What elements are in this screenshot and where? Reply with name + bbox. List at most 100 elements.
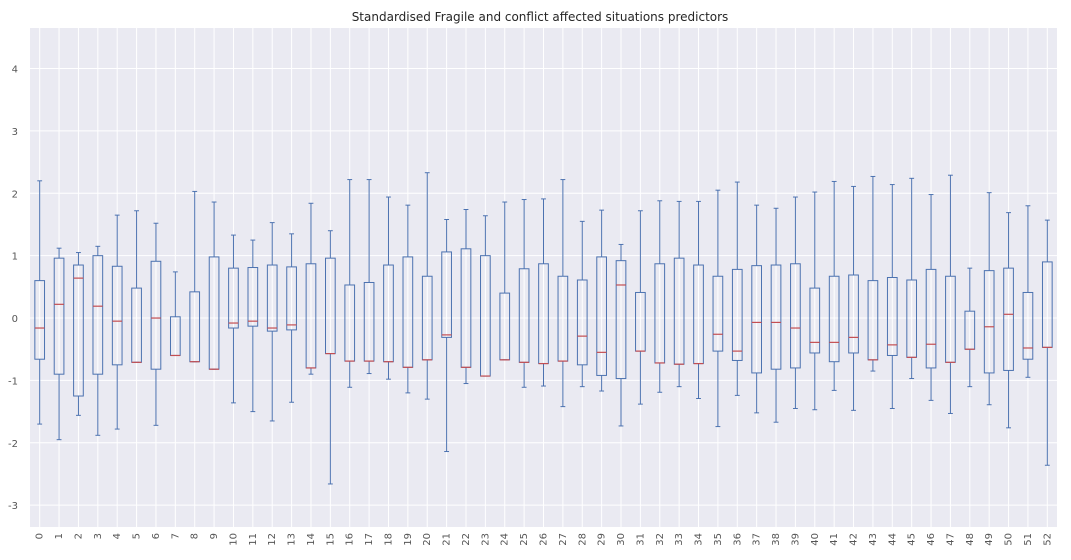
- iqr-box: [111, 265, 123, 366]
- y-tick-label: 4: [12, 65, 18, 76]
- box-39: [790, 196, 801, 409]
- x-tick-label: 39: [790, 533, 801, 546]
- iqr-box: [34, 280, 46, 360]
- x-tick-label: 49: [984, 533, 995, 546]
- y-tick-label: -3: [8, 501, 18, 512]
- box-23: [480, 215, 491, 377]
- x-tick-label: 3: [93, 533, 104, 539]
- box-30: [615, 243, 627, 427]
- x-tick-label: 44: [887, 533, 898, 546]
- x-tick-label: 6: [151, 533, 162, 539]
- x-tick-label: 11: [248, 533, 259, 546]
- x-tick-label: 30: [616, 533, 627, 546]
- box-41: [828, 180, 840, 391]
- iqr-box: [848, 274, 859, 354]
- x-tick-label: 29: [597, 533, 608, 546]
- x-tick-label: 51: [1023, 533, 1034, 546]
- x-tick-label: 1: [54, 533, 65, 539]
- iqr-box: [596, 256, 607, 376]
- y-tick-label: -1: [8, 376, 18, 387]
- x-tick-label: 46: [926, 533, 937, 546]
- iqr-box: [1003, 267, 1014, 371]
- x-tick-label: 17: [364, 533, 375, 546]
- x-tick-label: 23: [480, 533, 491, 546]
- box-0: [34, 180, 46, 425]
- iqr-box: [576, 279, 588, 366]
- iqr-box: [770, 264, 782, 370]
- box-9: [208, 201, 220, 370]
- x-tick-label: 35: [713, 533, 724, 546]
- grid-lines: [30, 28, 1057, 527]
- x-tick-label: 7: [170, 533, 181, 539]
- x-tick-label: 36: [732, 533, 743, 546]
- box-16: [344, 179, 356, 388]
- x-tick-label: 34: [694, 533, 705, 546]
- iqr-box: [1022, 291, 1034, 360]
- box-45: [906, 177, 918, 380]
- box-14: [305, 202, 317, 375]
- box-4: [111, 214, 123, 430]
- iqr-box: [731, 268, 743, 361]
- box-48: [964, 267, 976, 388]
- x-tick-label: 26: [539, 533, 550, 546]
- x-tick-label: 19: [403, 533, 414, 546]
- box-12: [266, 222, 278, 422]
- x-tick-label: 50: [1004, 533, 1015, 546]
- iqr-box: [73, 264, 84, 397]
- box-33: [673, 200, 685, 388]
- x-tick-label: 42: [849, 533, 860, 546]
- box-19: [402, 204, 414, 394]
- x-tick-label: 27: [558, 533, 569, 546]
- x-tick-label: 33: [674, 533, 685, 546]
- box-series: [34, 172, 1053, 485]
- box-44: [886, 184, 898, 409]
- box-43: [867, 175, 879, 372]
- box-6: [150, 222, 162, 426]
- iqr-box: [615, 260, 627, 380]
- box-25: [518, 199, 530, 388]
- box-3: [92, 245, 104, 436]
- box-28: [576, 220, 588, 388]
- box-51: [1022, 205, 1034, 378]
- x-tick-label: 10: [228, 533, 239, 546]
- box-20: [421, 172, 433, 400]
- x-tick-label: 12: [267, 533, 278, 546]
- x-axis-ticks: 0 1 2 3 4 5 6 7 8 9 10 11 12 13 14 15 16 17 18 19 20 21 22 23 24…: [35, 533, 1054, 546]
- x-tick-label: 15: [325, 533, 336, 546]
- box-27: [557, 179, 569, 408]
- box-49: [983, 192, 995, 406]
- x-tick-label: 0: [35, 533, 46, 539]
- box-31: [635, 210, 646, 405]
- iqr-box: [53, 257, 65, 375]
- x-tick-label: 5: [132, 533, 143, 539]
- box-2: [73, 252, 84, 416]
- x-tick-label: 14: [306, 533, 317, 546]
- x-tick-label: 21: [442, 533, 453, 546]
- iqr-box: [751, 265, 762, 374]
- x-tick-label: 52: [1042, 533, 1053, 546]
- y-tick-label: 1: [12, 252, 18, 263]
- y-tick-label: 2: [12, 189, 18, 200]
- y-tick-label: 0: [12, 314, 18, 325]
- x-tick-label: 48: [965, 533, 976, 546]
- x-tick-label: 37: [752, 533, 763, 546]
- iqr-box: [983, 270, 995, 374]
- x-tick-label: 43: [868, 533, 879, 546]
- iqr-box: [886, 277, 898, 356]
- iqr-box: [286, 266, 297, 331]
- box-11: [247, 239, 259, 413]
- box-26: [538, 198, 549, 387]
- box-32: [654, 200, 666, 393]
- box-13: [286, 233, 297, 403]
- box-5: [131, 210, 142, 363]
- iqr-box: [828, 275, 840, 363]
- box-18: [383, 196, 394, 380]
- x-tick-label: 40: [810, 533, 821, 546]
- iqr-box: [712, 275, 724, 352]
- box-47: [945, 174, 956, 414]
- x-tick-label: 41: [829, 533, 840, 546]
- x-tick-label: 32: [655, 533, 666, 546]
- iqr-box: [228, 267, 239, 329]
- y-tick-label: -2: [8, 439, 18, 450]
